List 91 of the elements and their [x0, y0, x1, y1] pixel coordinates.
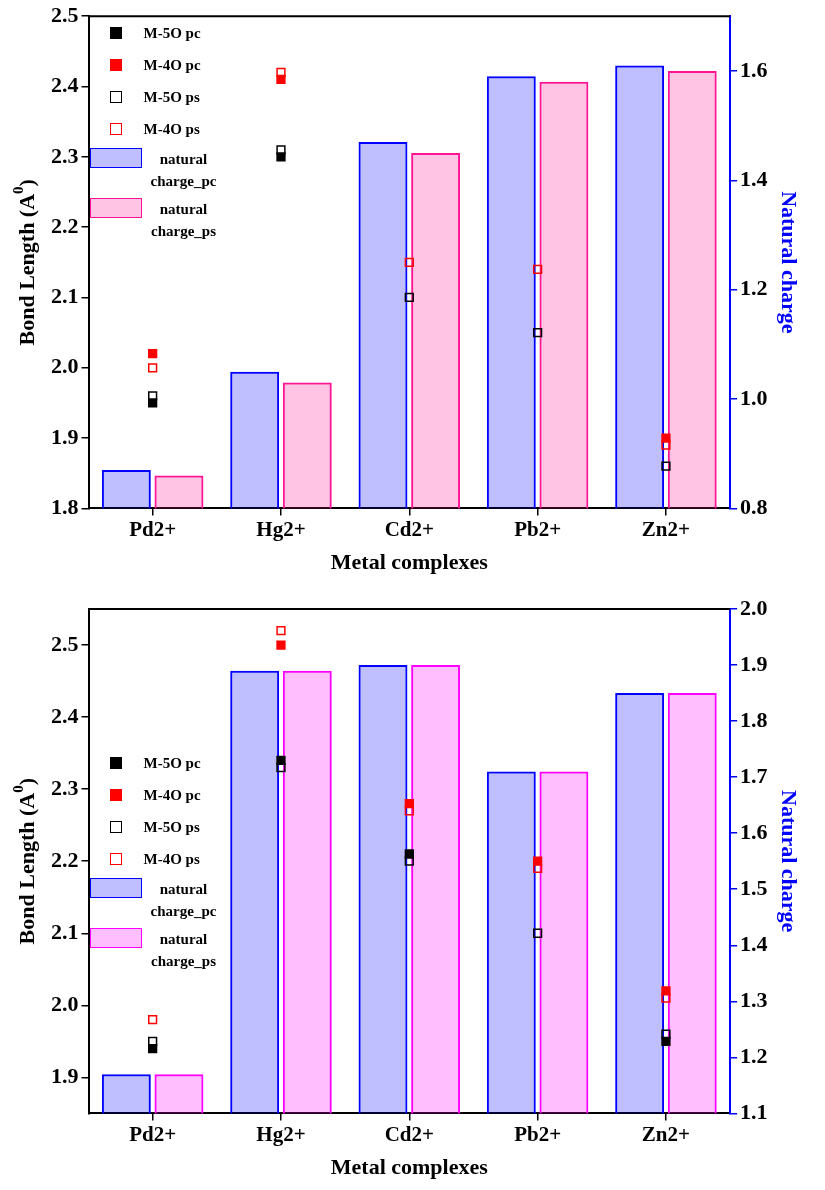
- point: [532, 928, 543, 938]
- point: [661, 433, 671, 443]
- point: [148, 1015, 158, 1025]
- legend-label: M-4O ps: [143, 120, 200, 138]
- y2-tick-label: 1.6: [740, 818, 768, 844]
- point: [532, 327, 543, 338]
- legend-label: M-4O pc: [143, 56, 201, 74]
- y2-tick-label: 1.2: [740, 1043, 768, 1069]
- y2-tick-label: 1.0: [740, 384, 768, 410]
- point: [404, 856, 414, 866]
- legend-label: M-5O ps: [143, 88, 200, 106]
- point: [404, 798, 414, 809]
- y2-tick-label: 1.5: [740, 874, 768, 900]
- point: [276, 145, 286, 155]
- point: [404, 849, 414, 859]
- point: [661, 986, 671, 996]
- y-tick-label: 2.5: [51, 1, 79, 27]
- y2-tick-label: 2.0: [740, 594, 768, 620]
- y-tick-label: 2.3: [51, 774, 79, 800]
- y2-tick-label: 1.1: [740, 1099, 768, 1125]
- y-tick-label: 2.3: [51, 142, 79, 168]
- y-tick-label: 1.9: [51, 423, 79, 449]
- legend-label: M-5O ps: [143, 818, 200, 836]
- y-tick-label: 2.4: [51, 702, 79, 728]
- y2-tick-label: 1.9: [740, 650, 768, 676]
- x-axis-title: Metal complexes: [330, 1154, 489, 1180]
- point: [148, 1036, 158, 1046]
- point: [661, 1029, 671, 1039]
- y-tick-label: 2.2: [51, 212, 79, 238]
- y-tick-label: 2.1: [51, 918, 79, 944]
- y2-tick-label: 1.2: [740, 275, 768, 301]
- point: [404, 806, 414, 816]
- y-tick-label: 1.9: [51, 1063, 79, 1089]
- y2-tick-label: 1.6: [740, 56, 768, 82]
- point: [532, 863, 543, 874]
- legend-label: M-5O pc: [143, 754, 201, 772]
- point: [661, 461, 671, 471]
- x-tick-label: Hg2+: [256, 1122, 306, 1147]
- y2-tick-label: 1.8: [740, 706, 768, 732]
- y-axis-title: Bond Length (A0): [9, 777, 39, 945]
- y-tick-label: 2.4: [51, 72, 79, 98]
- point: [276, 74, 286, 85]
- y-tick-label: 1.8: [51, 494, 79, 520]
- point: [148, 398, 158, 408]
- point: [532, 264, 543, 274]
- point: [404, 292, 414, 303]
- y2-tick-label: 1.7: [740, 762, 768, 788]
- point: [661, 1036, 671, 1046]
- legend-label: natural charge_ps: [150, 200, 217, 242]
- x-axis-title: Metal complexes: [330, 549, 489, 575]
- y-tick-label: 2.0: [51, 353, 79, 379]
- point: [661, 993, 671, 1003]
- point: [404, 257, 414, 267]
- legend-label: M-5O pc: [143, 24, 201, 42]
- point: [532, 856, 543, 866]
- x-tick-label: Hg2+: [256, 517, 306, 542]
- y-tick-label: 2.1: [51, 283, 79, 309]
- x-tick-label: Pb2+: [514, 1122, 562, 1147]
- point: [276, 625, 286, 636]
- point: [276, 67, 286, 78]
- y2-tick-label: 1.4: [740, 930, 768, 956]
- point: [276, 755, 286, 765]
- x-tick-label: Zn2+: [641, 517, 691, 542]
- point: [276, 152, 286, 162]
- x-tick-label: Cd2+: [384, 1122, 434, 1147]
- y2-tick-label: 0.8: [740, 494, 768, 520]
- point: [276, 640, 286, 650]
- y-tick-label: 2.0: [51, 991, 79, 1016]
- legend-label: M-4O pc: [143, 786, 201, 804]
- y-tick-label: 2.2: [51, 846, 79, 872]
- point: [148, 363, 158, 373]
- x-tick-label: Pd2+: [129, 1122, 177, 1147]
- x-tick-label: Pb2+: [514, 517, 562, 542]
- y2-tick-label: 1.3: [740, 987, 768, 1012]
- point: [276, 762, 286, 773]
- point: [661, 440, 671, 450]
- y2-axis-title: Natural charge: [777, 191, 803, 334]
- legend-label: M-4O ps: [143, 850, 200, 868]
- legend-label: natural charge_ps: [150, 930, 217, 972]
- x-tick-label: Pd2+: [129, 517, 177, 542]
- point: [148, 391, 158, 401]
- y-tick-label: 2.5: [51, 630, 79, 656]
- point: [148, 349, 158, 359]
- x-tick-label: Zn2+: [641, 1122, 691, 1147]
- y2-axis-title: Natural charge: [777, 790, 803, 933]
- y2-tick-label: 1.4: [740, 165, 768, 191]
- y-axis-title: Bond Length (A0): [9, 179, 39, 346]
- point: [148, 1043, 158, 1054]
- x-tick-label: Cd2+: [384, 517, 434, 542]
- legend-label: natural charge_pc: [149, 880, 218, 922]
- legend-label: natural charge_pc: [149, 150, 218, 192]
